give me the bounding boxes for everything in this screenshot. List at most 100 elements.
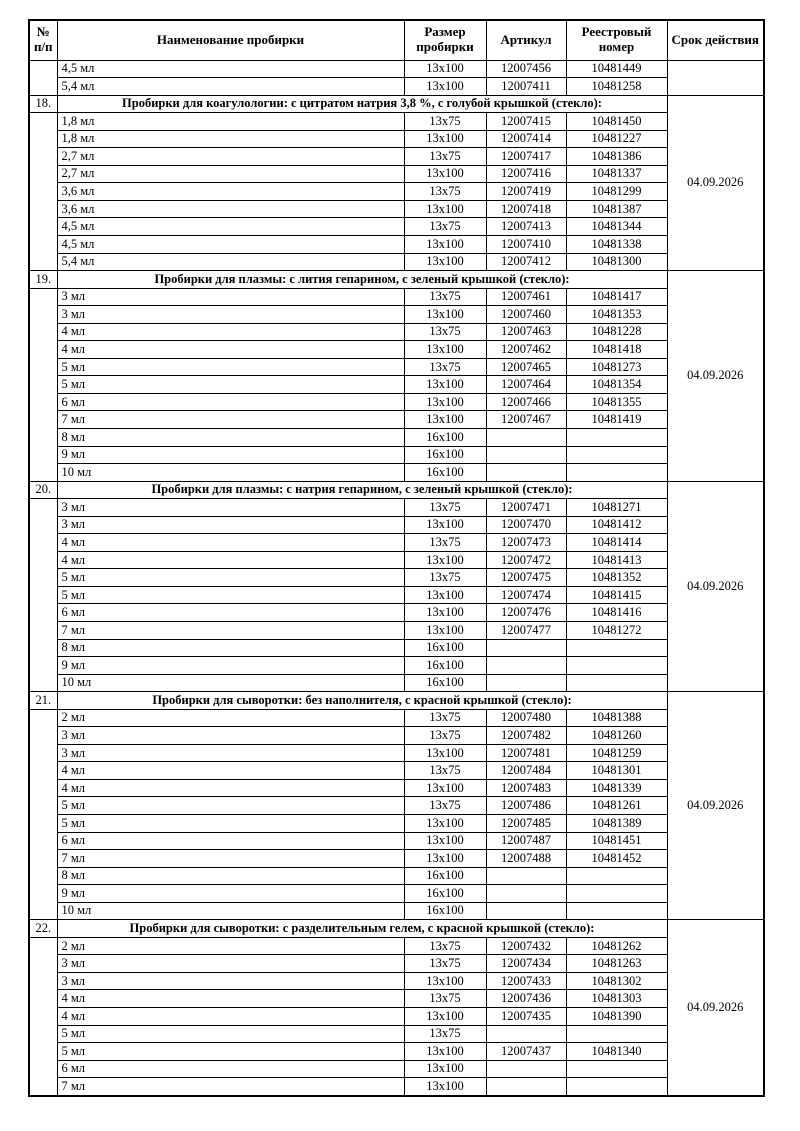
- registry-number-cell: 10481303: [565, 989, 668, 1009]
- registry-number-cell: [565, 656, 668, 675]
- article-cell: 12007435: [485, 1007, 567, 1026]
- registry-number-cell: 10481262: [565, 936, 668, 956]
- tube-name-cell: 6 мл: [56, 831, 405, 851]
- section-number: 20.: [28, 480, 58, 500]
- tube-size-cell: 13x75: [403, 357, 487, 377]
- tube-size-cell: 13x100: [403, 814, 487, 833]
- article-cell: 12007471: [485, 498, 567, 517]
- tube-name-cell: 9 мл: [56, 445, 405, 465]
- tube-name-cell: 4 мл: [56, 340, 405, 359]
- registry-number-cell: 10481387: [565, 199, 668, 219]
- article-cell: 12007487: [485, 831, 567, 851]
- tube-name-cell: 3 мл: [56, 515, 405, 535]
- article-cell: [485, 884, 567, 903]
- registry-number-cell: 10481419: [565, 410, 668, 429]
- tube-size-cell: 13x100: [403, 252, 487, 272]
- table-row: 7 мл 13x100: [29, 1077, 764, 1097]
- article-cell: 12007415: [485, 112, 567, 131]
- article-cell: 12007475: [485, 568, 567, 587]
- row-number-cell: [28, 287, 58, 482]
- registry-number-cell: 10481451: [565, 831, 668, 851]
- validity-cell: 04.09.2026: [666, 270, 765, 482]
- tube-size-cell: 13x100: [403, 164, 487, 184]
- tube-size-cell: 13x100: [403, 199, 487, 219]
- registry-number-cell: 10481272: [565, 621, 668, 640]
- table-body: 4,5 мл 13x100 12007456 10481449 5,4 мл 13x100…: [28, 59, 765, 1097]
- registry-number-cell: [565, 1024, 668, 1044]
- registry-number-cell: 10481417: [565, 287, 668, 307]
- tube-name-cell: 4 мл: [56, 761, 405, 780]
- tube-name-cell: 5 мл: [56, 375, 405, 394]
- tube-name-cell: 5 мл: [56, 1024, 405, 1044]
- table-row: 8 мл 16x100: [29, 638, 764, 658]
- section-number: 22.: [28, 919, 58, 938]
- tube-name-cell: 1,8 мл: [56, 112, 405, 131]
- tube-size-cell: 13x100: [403, 234, 487, 254]
- tube-size-cell: 13x100: [403, 129, 487, 149]
- table-row: 3 мл 13x75 12007471 10481271: [28, 498, 764, 693]
- tube-size-cell: 13x75: [403, 498, 487, 517]
- registry-number-cell: [565, 463, 668, 482]
- registry-number-cell: 10481338: [565, 234, 668, 254]
- table-row: 1,8 мл 13x100 12007414 10481227: [29, 129, 764, 149]
- tube-name-cell: 2 мл: [56, 936, 405, 956]
- table-row: 6 мл 13x100 12007466 10481355: [29, 392, 764, 412]
- tube-name-cell: 7 мл: [56, 849, 405, 868]
- section-title: Пробирки для сыворотки: без наполнителя,…: [56, 691, 668, 710]
- registry-number-cell: 10481340: [565, 1042, 668, 1061]
- tube-name-cell: 4 мл: [56, 778, 405, 798]
- tube-size-cell: 13x75: [403, 989, 487, 1009]
- validity-cell: 04.09.2026: [666, 691, 765, 921]
- table-row: 4 мл 13x100 12007483 10481339: [29, 778, 764, 798]
- tube-size-cell: 13x100: [403, 1077, 487, 1097]
- registry-number-cell: 10481418: [565, 340, 668, 359]
- table-row: 9 мл 16x100: [29, 884, 764, 903]
- tube-size-cell: 16x100: [403, 673, 487, 693]
- registry-number-cell: 10481388: [565, 708, 668, 728]
- article-cell: [485, 463, 567, 482]
- tube-size-cell: 16x100: [403, 656, 487, 675]
- tube-name-cell: 5 мл: [56, 814, 405, 833]
- article-cell: 12007467: [485, 410, 567, 429]
- article-cell: 12007465: [485, 357, 567, 377]
- tube-name-cell: 4 мл: [56, 989, 405, 1009]
- tube-name-cell: 5 мл: [56, 796, 405, 816]
- tube-name-cell: 4,5 мл: [56, 59, 405, 79]
- table-row: 4 мл 13x75 12007473 10481414: [29, 533, 764, 552]
- tube-size-cell: 13x75: [403, 954, 487, 973]
- tube-size-cell: 13x100: [403, 778, 487, 798]
- tube-name-cell: 4 мл: [56, 1007, 405, 1026]
- article-cell: [485, 445, 567, 465]
- article-cell: 12007481: [485, 743, 567, 763]
- registry-number-cell: 10481352: [565, 568, 668, 587]
- registry-number-cell: [565, 901, 668, 921]
- tube-name-cell: 4,5 мл: [56, 217, 405, 236]
- table-row: 6 мл 13x100 12007476 10481416: [29, 603, 764, 622]
- registry-number-cell: 10481260: [565, 726, 668, 745]
- tube-size-cell: 13x75: [403, 936, 487, 956]
- table-row: 3 мл 13x100 12007460 10481353: [29, 305, 764, 324]
- table-row: 4 мл 13x75 12007436 10481303: [29, 989, 764, 1009]
- section-title: Пробирки для коагулологии: с цитратом на…: [56, 94, 668, 114]
- section-number: 18.: [28, 94, 58, 114]
- article-cell: 12007433: [485, 971, 567, 991]
- article-cell: 12007412: [485, 252, 567, 272]
- table-row: 4,5 мл 13x75 12007413 10481344: [29, 217, 764, 236]
- tube-name-cell: 5,4 мл: [56, 252, 405, 272]
- tube-size-cell: 13x100: [403, 550, 487, 570]
- article-cell: 12007480: [485, 708, 567, 728]
- table-row: 4,5 мл 13x100 12007410 10481338: [29, 234, 764, 254]
- table-row: 5 мл 13x75: [29, 1024, 764, 1044]
- tube-name-cell: 3 мл: [56, 954, 405, 973]
- column-header-size: Размер пробирки: [403, 19, 487, 61]
- table-row: 7 мл 13x100 12007477 10481272: [29, 621, 764, 640]
- tube-name-cell: 9 мл: [56, 656, 405, 675]
- tube-name-cell: 2 мл: [56, 708, 405, 728]
- section-header-row: 19. Пробирки для плазмы: с лития гепарино…: [28, 270, 765, 482]
- registry-number-cell: 10481416: [565, 603, 668, 622]
- article-cell: 12007466: [485, 392, 567, 412]
- registry-number-cell: 10481353: [565, 305, 668, 324]
- tube-size-cell: 13x100: [403, 849, 487, 868]
- header-row: № п/п Наименование пробирки Размер проби…: [28, 19, 765, 61]
